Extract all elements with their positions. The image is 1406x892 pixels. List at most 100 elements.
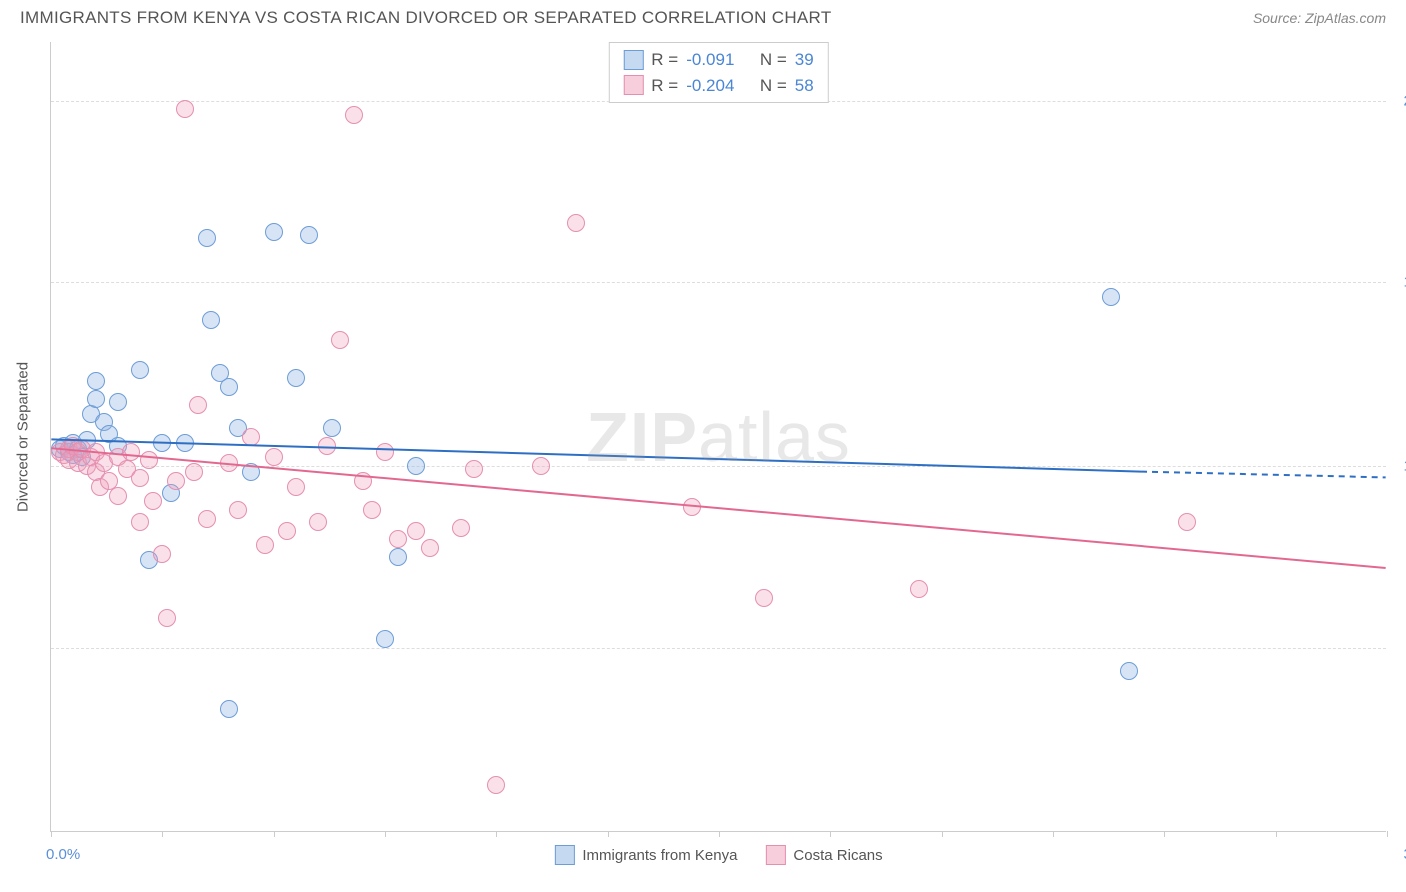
x-tick [719, 831, 720, 837]
scatter-point [755, 589, 773, 607]
scatter-point [176, 434, 194, 452]
scatter-point [185, 463, 203, 481]
scatter-point [220, 454, 238, 472]
scatter-point [487, 776, 505, 794]
scatter-point [331, 331, 349, 349]
scatter-point [363, 501, 381, 519]
scatter-point [158, 609, 176, 627]
scatter-point [318, 437, 336, 455]
chart-header: IMMIGRANTS FROM KENYA VS COSTA RICAN DIV… [0, 0, 1406, 32]
scatter-point [198, 229, 216, 247]
scatter-point [278, 522, 296, 540]
scatter-point [167, 472, 185, 490]
y-tick-label: 6.3% [1391, 639, 1406, 656]
scatter-chart: Divorced or Separated 6.3%12.5%18.8%25.0… [50, 42, 1386, 832]
scatter-point [376, 443, 394, 461]
scatter-point [323, 419, 341, 437]
swatch-icon [623, 50, 643, 70]
scatter-point [452, 519, 470, 537]
scatter-point [202, 311, 220, 329]
scatter-point [131, 469, 149, 487]
swatch-icon [623, 75, 643, 95]
legend-label: Immigrants from Kenya [582, 847, 737, 864]
y-tick-label: 18.8% [1391, 273, 1406, 290]
scatter-point [242, 428, 260, 446]
swatch-icon [765, 845, 785, 865]
watermark-text: ZIPatlas [586, 397, 851, 477]
scatter-point [309, 513, 327, 531]
scatter-point [407, 522, 425, 540]
x-tick [1053, 831, 1054, 837]
x-tick [274, 831, 275, 837]
correlation-stats-box: R = -0.091 N = 39 R = -0.204 N = 58 [608, 42, 828, 103]
trend-line-dashed [1141, 472, 1386, 478]
scatter-point [140, 451, 158, 469]
x-tick [942, 831, 943, 837]
scatter-point [1120, 662, 1138, 680]
scatter-point [122, 443, 140, 461]
scatter-point [287, 478, 305, 496]
scatter-point [421, 539, 439, 557]
gridline [51, 648, 1386, 649]
scatter-point [345, 106, 363, 124]
scatter-point [153, 545, 171, 563]
scatter-point [176, 100, 194, 118]
x-axis-min-label: 0.0% [46, 846, 80, 863]
chart-title: IMMIGRANTS FROM KENYA VS COSTA RICAN DIV… [20, 8, 832, 28]
legend-item-costa: Costa Ricans [765, 845, 882, 865]
scatter-point [265, 448, 283, 466]
stats-row-kenya: R = -0.091 N = 39 [623, 47, 813, 73]
n-value-kenya: 39 [795, 47, 814, 73]
scatter-point [220, 378, 238, 396]
scatter-point [198, 510, 216, 528]
scatter-point [683, 498, 701, 516]
scatter-point [567, 214, 585, 232]
scatter-point [265, 223, 283, 241]
scatter-point [87, 390, 105, 408]
x-tick [1276, 831, 1277, 837]
y-tick-label: 25.0% [1391, 92, 1406, 109]
scatter-point [131, 513, 149, 531]
scatter-point [220, 700, 238, 718]
scatter-point [109, 393, 127, 411]
r-value-kenya: -0.091 [686, 47, 734, 73]
scatter-point [532, 457, 550, 475]
scatter-point [229, 501, 247, 519]
scatter-point [131, 361, 149, 379]
scatter-point [376, 630, 394, 648]
scatter-point [242, 463, 260, 481]
chart-source: Source: ZipAtlas.com [1253, 10, 1386, 26]
stats-row-costa: R = -0.204 N = 58 [623, 73, 813, 99]
scatter-point [1102, 288, 1120, 306]
chart-legend: Immigrants from Kenya Costa Ricans [554, 845, 882, 865]
x-tick [1387, 831, 1388, 837]
scatter-point [910, 580, 928, 598]
scatter-point [389, 548, 407, 566]
y-tick-label: 12.5% [1391, 458, 1406, 475]
x-tick [51, 831, 52, 837]
x-tick [496, 831, 497, 837]
scatter-point [109, 487, 127, 505]
scatter-point [389, 530, 407, 548]
swatch-icon [554, 845, 574, 865]
scatter-point [300, 226, 318, 244]
scatter-point [189, 396, 207, 414]
scatter-point [87, 372, 105, 390]
x-tick [608, 831, 609, 837]
x-tick [830, 831, 831, 837]
scatter-point [354, 472, 372, 490]
scatter-point [256, 536, 274, 554]
legend-label: Costa Ricans [793, 847, 882, 864]
y-axis-title: Divorced or Separated [15, 361, 32, 511]
scatter-point [153, 434, 171, 452]
legend-item-kenya: Immigrants from Kenya [554, 845, 737, 865]
x-tick [385, 831, 386, 837]
x-tick [1164, 831, 1165, 837]
scatter-point [144, 492, 162, 510]
r-value-costa: -0.204 [686, 73, 734, 99]
n-value-costa: 58 [795, 73, 814, 99]
scatter-point [1178, 513, 1196, 531]
scatter-point [407, 457, 425, 475]
scatter-point [465, 460, 483, 478]
scatter-point [287, 369, 305, 387]
